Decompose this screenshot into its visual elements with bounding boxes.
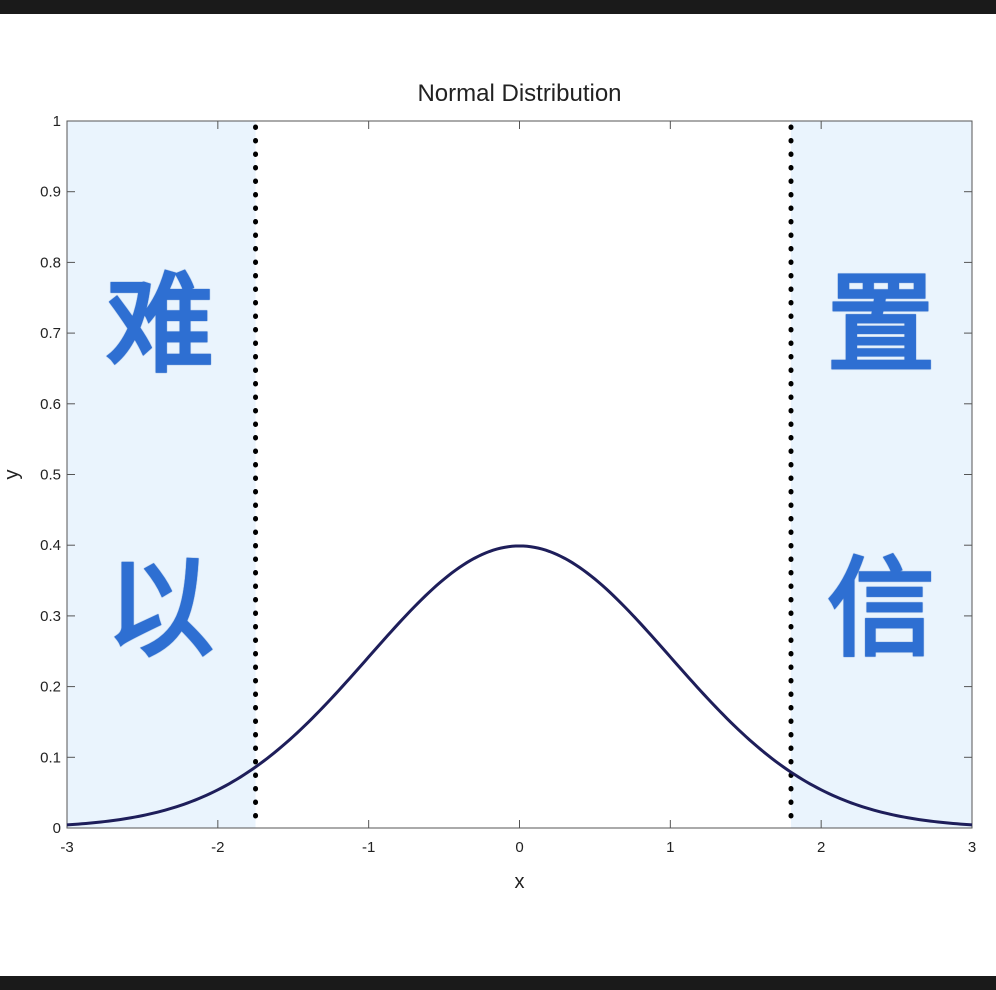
shaded-region-right bbox=[791, 121, 972, 828]
y-tick-label: 0.9 bbox=[40, 184, 61, 201]
x-tick-label: 1 bbox=[666, 839, 674, 856]
y-tick-label: 0.4 bbox=[40, 537, 61, 554]
y-axis-label: y bbox=[1, 470, 23, 480]
x-tick-label: 0 bbox=[515, 839, 523, 856]
top-black-border bbox=[0, 0, 996, 14]
x-tick-label: 3 bbox=[968, 839, 976, 856]
x-tick-label: -2 bbox=[211, 839, 224, 856]
y-tick-label: 0.8 bbox=[40, 254, 61, 271]
x-axis-label: x bbox=[515, 871, 525, 893]
normal-curve bbox=[66, 544, 973, 827]
overlay-text-right-bottom: 信 bbox=[826, 547, 935, 672]
chart-title: Normal Distribution bbox=[417, 80, 621, 107]
overlay-text-right-top: 置 bbox=[826, 263, 935, 388]
tick-labels: -3 -2 -1 0 1 2 3 0 0.1 0.2 0.3 0.4 0.5 0.6 0.7 0.8 0.9 1 bbox=[40, 113, 976, 856]
overlay-text-left-bottom: 以 bbox=[105, 547, 214, 672]
x-tick-label: 2 bbox=[817, 839, 825, 856]
critical-lines bbox=[253, 124, 794, 819]
y-tick-label: 0.7 bbox=[40, 325, 61, 342]
y-tick-label: 0.1 bbox=[40, 749, 61, 766]
y-tick-label: 0 bbox=[53, 820, 61, 837]
y-tick-label: 1 bbox=[53, 113, 61, 130]
shaded-region-left bbox=[67, 121, 256, 828]
x-tick-label: -1 bbox=[362, 839, 375, 856]
y-tick-label: 0.2 bbox=[40, 679, 61, 696]
y-tick-label: 0.5 bbox=[40, 467, 61, 484]
bottom-black-border bbox=[0, 976, 996, 990]
x-tick-label: -3 bbox=[60, 839, 73, 856]
overlay-text-left-top: 难 bbox=[105, 263, 214, 388]
shaded-regions bbox=[67, 121, 972, 828]
y-tick-label: 0.3 bbox=[40, 608, 61, 625]
y-tick-label: 0.6 bbox=[40, 396, 61, 413]
